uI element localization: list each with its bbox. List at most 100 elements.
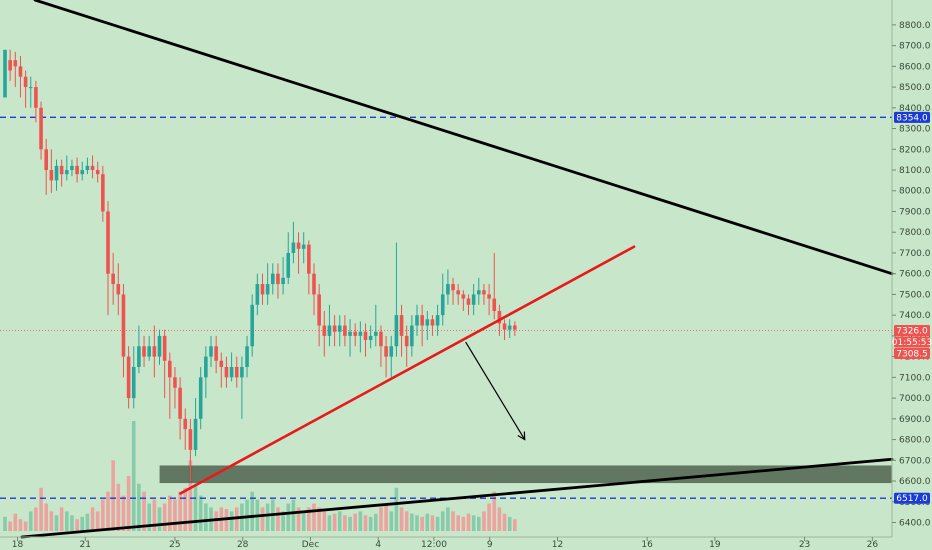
- price-tag-bg: [894, 111, 930, 123]
- volume-bar: [471, 515, 476, 531]
- projection-arrow[interactable]: [465, 341, 526, 441]
- volume-bar: [430, 515, 435, 531]
- volume-bar: [358, 511, 363, 531]
- volume-bar: [487, 503, 491, 531]
- time-axis[interactable]: 18 21 25 28 Dec 4 12:00 9 12 16 19 23 26: [12, 537, 879, 550]
- candle-body: [255, 284, 260, 305]
- volume-bar: [85, 513, 90, 531]
- trendline-upper-resistance: [33, 0, 894, 276]
- time-tick-label: 12: [552, 540, 563, 550]
- volume-bar: [343, 515, 347, 531]
- price-tag-label: 01:55:53: [892, 338, 932, 348]
- candle-body: [59, 165, 64, 175]
- demand-zone-rect: [159, 465, 893, 484]
- volume-bar: [162, 503, 167, 531]
- candle-body: [204, 356, 208, 378]
- candle-body: [209, 346, 213, 357]
- candle-body: [162, 335, 167, 361]
- trendlines[interactable]: [20, 0, 894, 539]
- time-tick-label: 25: [169, 540, 180, 550]
- candle-body: [425, 319, 430, 326]
- time-tick-label: 16: [641, 540, 653, 550]
- candle-body: [178, 387, 182, 419]
- volume-bar: [410, 513, 414, 531]
- candle-body: [471, 294, 476, 305]
- candle-body: [410, 325, 414, 347]
- price-tag-bg: [894, 492, 930, 504]
- volume-bar: [44, 503, 48, 531]
- volume-bar: [394, 487, 399, 531]
- volume-bar: [49, 511, 54, 531]
- candle-body: [353, 331, 357, 336]
- volume-bar: [482, 511, 486, 531]
- volume-bar: [8, 521, 12, 531]
- candle-body: [260, 284, 265, 295]
- candle-body: [477, 290, 481, 295]
- candle-body: [111, 273, 115, 285]
- candle-body: [513, 325, 517, 330]
- candle-body: [13, 60, 18, 67]
- price-tick-label: 8800.0: [899, 21, 931, 31]
- candle-body: [492, 298, 497, 312]
- price-tick-label: 8100.0: [899, 166, 931, 176]
- candle-body: [348, 331, 352, 336]
- volume-bar: [121, 495, 126, 531]
- volume-bar: [276, 507, 280, 531]
- volume-bar: [54, 515, 59, 531]
- candle-body: [374, 331, 378, 336]
- candle-body: [337, 325, 342, 332]
- candle-body: [224, 366, 229, 378]
- volume-bar: [183, 487, 188, 531]
- price-axis[interactable]: 8800.0 8700.0 8600.0 8500.0 8400.0 8300.0 8200…: [892, 21, 931, 529]
- candle-body: [250, 304, 254, 347]
- candles: [3, 49, 517, 482]
- candle-body: [332, 325, 337, 332]
- volume-bar: [157, 507, 162, 531]
- volume-bar: [95, 511, 100, 531]
- candle-body: [440, 294, 445, 316]
- candle-body: [265, 284, 270, 295]
- volume-bar: [281, 511, 285, 531]
- volume-bar: [106, 491, 110, 531]
- price-tick-label: 6600.0: [899, 477, 931, 487]
- arrow-head: [517, 431, 526, 441]
- price-tick-label: 6400.0: [899, 518, 931, 528]
- volume-bar: [137, 483, 141, 531]
- price-tick-label: 7900.0: [899, 207, 931, 217]
- candle-body: [18, 66, 23, 77]
- volume-bar: [59, 507, 64, 531]
- candle-body: [65, 170, 69, 175]
- volume-bar: [492, 491, 497, 531]
- candle-body: [286, 252, 291, 278]
- candle-body: [394, 315, 399, 347]
- time-tick-label: 4: [375, 540, 381, 550]
- volume-bar: [142, 491, 146, 531]
- candle-body: [116, 284, 121, 295]
- candle-body: [240, 366, 244, 378]
- volume-bar: [286, 503, 291, 531]
- arrow-shaft: [465, 341, 526, 440]
- volume-bar: [70, 515, 74, 531]
- demand-zone: [159, 465, 893, 484]
- candle-body: [317, 294, 321, 326]
- candle-body: [389, 346, 394, 357]
- candle-body: [54, 165, 59, 181]
- volume-bar: [168, 495, 172, 531]
- volume-bar: [291, 499, 296, 531]
- candle-body: [415, 315, 419, 326]
- volume-bar: [497, 507, 502, 531]
- volume-bar: [322, 511, 327, 531]
- volume-bar: [23, 521, 28, 531]
- price-tick-label: 8600.0: [899, 62, 931, 72]
- volume-bar: [507, 516, 512, 531]
- price-tick-label: 7400.0: [899, 311, 931, 321]
- candle-body: [281, 277, 285, 285]
- volume-bar: [65, 511, 69, 531]
- price-tag-label: 6517.0: [896, 494, 928, 504]
- volume-bars: [3, 421, 517, 531]
- time-tick-label: 21: [80, 540, 91, 550]
- volume-bar: [198, 495, 203, 531]
- price-tick-label: 7600.0: [899, 270, 931, 280]
